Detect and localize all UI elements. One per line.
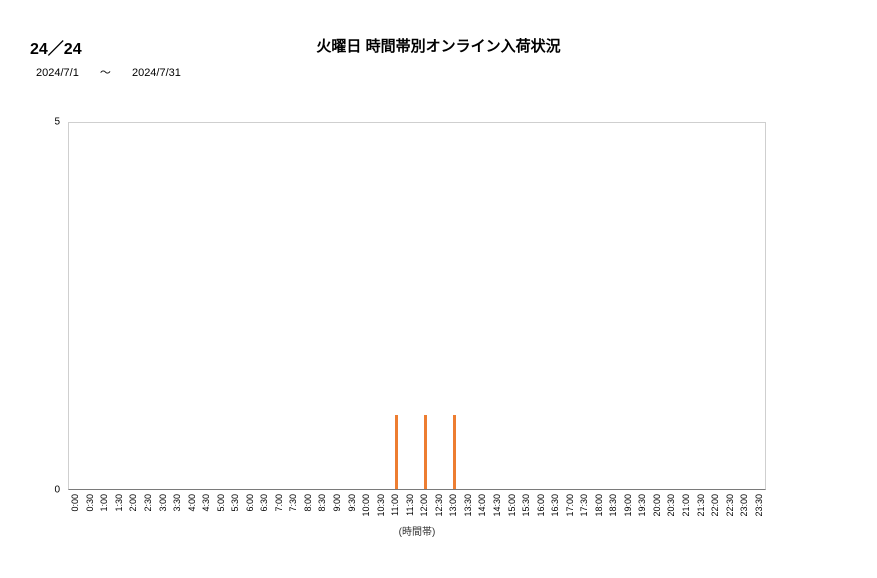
chart-xtick: 1:00 <box>99 494 109 512</box>
chart-bar <box>424 415 427 489</box>
chart-xtick: 5:30 <box>230 494 240 512</box>
chart-xtick: 8:30 <box>317 494 327 512</box>
chart-xtick: 23:30 <box>754 494 764 517</box>
chart-xtick: 9:00 <box>332 494 342 512</box>
chart-xtick: 18:30 <box>608 494 618 517</box>
chart-xtick: 16:00 <box>536 494 546 517</box>
chart-xtick: 20:30 <box>666 494 676 517</box>
chart-ytick: 0 <box>30 485 60 496</box>
chart-xtick: 7:30 <box>288 494 298 512</box>
chart-xtick: 2:00 <box>128 494 138 512</box>
chart-xtick: 3:00 <box>158 494 168 512</box>
date-separator: ～ <box>100 64 111 80</box>
chart-xtick: 21:30 <box>696 494 706 517</box>
chart-xtick: 11:00 <box>390 494 400 516</box>
chart-xtick: 18:00 <box>594 494 604 517</box>
date-to: 2024/7/31 <box>132 67 181 79</box>
date-from: 2024/7/1 <box>36 67 79 79</box>
chart-xtick: 9:30 <box>347 494 357 512</box>
chart-xtick: 12:30 <box>434 494 444 517</box>
chart-xtick: 20:00 <box>652 494 662 517</box>
chart-xtick: 7:00 <box>274 494 284 512</box>
chart-xtick: 14:00 <box>477 494 487 517</box>
date-range: 2024/7/1 ～ 2024/7/31 <box>36 64 181 80</box>
chart-xtick: 17:30 <box>579 494 589 517</box>
chart-xtick: 3:30 <box>172 494 182 512</box>
chart-xtick: 22:30 <box>725 494 735 517</box>
page-title: 火曜日 時間帯別オンライン入荷状況 <box>0 35 877 56</box>
chart-xtick: 5:00 <box>216 494 226 512</box>
chart-plot-area <box>68 122 766 490</box>
chart-xtick: 12:00 <box>419 494 429 517</box>
chart-xtick: 19:30 <box>637 494 647 517</box>
chart-xtick: 10:00 <box>361 494 371 517</box>
chart-bar <box>453 415 456 489</box>
chart-xtick: 15:00 <box>507 494 517 517</box>
chart-xlabel: (時間帯) <box>68 523 766 538</box>
chart: (時間帯) 050:000:301:001:302:002:303:003:30… <box>68 122 766 490</box>
chart-xtick: 15:30 <box>521 494 531 517</box>
chart-xtick: 14:30 <box>492 494 502 517</box>
chart-xtick: 4:00 <box>187 494 197 512</box>
chart-xtick: 1:30 <box>114 494 124 512</box>
chart-xtick: 4:30 <box>201 494 211 512</box>
chart-bar <box>395 415 398 489</box>
chart-xtick: 11:30 <box>405 494 415 516</box>
chart-xtick: 0:00 <box>70 494 80 512</box>
chart-xtick: 6:30 <box>259 494 269 512</box>
chart-xtick: 21:00 <box>681 494 691 517</box>
chart-xtick: 19:00 <box>623 494 633 517</box>
chart-xtick: 17:00 <box>565 494 575 517</box>
chart-xtick: 2:30 <box>143 494 153 512</box>
report-page: 24／24 火曜日 時間帯別オンライン入荷状況 2024/7/1 ～ 2024/… <box>0 0 877 578</box>
chart-xtick: 22:00 <box>710 494 720 517</box>
chart-xtick: 10:30 <box>376 494 386 517</box>
chart-xtick: 6:00 <box>245 494 255 512</box>
chart-xtick: 13:30 <box>463 494 473 517</box>
chart-ytick: 5 <box>30 117 60 128</box>
chart-xtick: 13:00 <box>448 494 458 517</box>
chart-xtick: 8:00 <box>303 494 313 512</box>
chart-xtick: 0:30 <box>85 494 95 512</box>
chart-xtick: 16:30 <box>550 494 560 517</box>
chart-xtick: 23:00 <box>739 494 749 517</box>
